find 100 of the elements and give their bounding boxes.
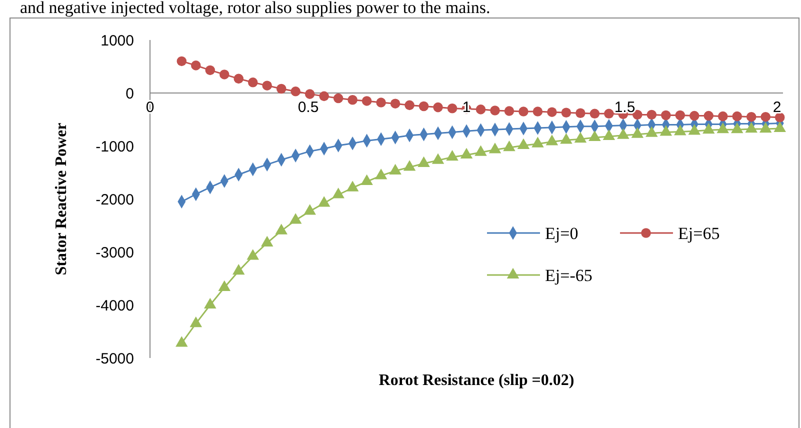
x-axis-title: Rorot Resistance (slip =0.02) xyxy=(378,372,574,389)
point xyxy=(318,196,330,207)
point xyxy=(432,153,444,164)
point xyxy=(576,108,586,118)
y-tick-label: -5000 xyxy=(96,350,134,368)
point xyxy=(333,93,344,104)
point xyxy=(532,106,543,116)
point xyxy=(675,110,686,120)
point xyxy=(304,204,316,215)
point xyxy=(590,108,600,119)
point xyxy=(759,122,772,133)
point xyxy=(646,110,657,120)
legend-label: Ej=-65 xyxy=(545,266,592,285)
point xyxy=(660,125,672,136)
point xyxy=(588,130,601,142)
point xyxy=(234,74,244,84)
point xyxy=(447,103,458,114)
point xyxy=(262,80,272,90)
point xyxy=(176,56,187,66)
point xyxy=(561,108,572,118)
point xyxy=(532,136,544,148)
point xyxy=(332,188,344,198)
point xyxy=(716,122,729,134)
legend-label: Ej=65 xyxy=(678,224,720,243)
y-tick-label: 1000 xyxy=(100,32,134,50)
y-tick-label: 0 xyxy=(126,85,134,102)
x-tick-label: 1.5 xyxy=(614,99,636,116)
x-tick-label: 0 xyxy=(146,99,154,116)
point xyxy=(276,84,286,94)
point xyxy=(517,138,530,150)
point xyxy=(503,140,516,152)
point xyxy=(546,134,558,146)
point xyxy=(632,110,642,120)
x-tick-label: 2 xyxy=(772,99,782,116)
x-tick-label: 1 xyxy=(462,99,471,116)
point xyxy=(674,124,686,136)
point xyxy=(260,236,274,247)
point xyxy=(746,112,756,122)
point xyxy=(560,133,572,144)
point xyxy=(490,106,500,116)
point xyxy=(204,298,216,309)
point xyxy=(289,213,302,224)
point xyxy=(774,112,785,122)
point xyxy=(346,180,359,192)
point xyxy=(304,89,315,99)
point xyxy=(774,121,786,132)
point xyxy=(360,174,373,186)
point xyxy=(474,145,487,156)
point xyxy=(488,142,502,154)
point xyxy=(745,122,758,133)
point xyxy=(460,148,473,159)
point xyxy=(574,132,587,143)
point xyxy=(732,111,742,122)
y-tick-label: -1000 xyxy=(96,138,134,156)
point xyxy=(604,108,614,119)
point xyxy=(275,224,288,234)
point xyxy=(390,98,400,108)
point xyxy=(547,107,557,117)
legend-label: Ej=0 xyxy=(545,224,578,243)
point xyxy=(718,111,728,122)
point xyxy=(704,110,714,121)
point xyxy=(176,336,188,347)
point xyxy=(348,95,358,105)
point xyxy=(374,168,388,180)
point xyxy=(218,280,231,292)
text: and negative injected voltage, rotor also supplies power to the mains. xyxy=(20,0,490,17)
point xyxy=(476,104,486,114)
point xyxy=(389,164,402,174)
point xyxy=(688,124,701,135)
point xyxy=(190,316,202,328)
point xyxy=(518,106,528,116)
point xyxy=(433,102,443,112)
point xyxy=(319,91,329,102)
point xyxy=(689,110,700,121)
point xyxy=(362,96,372,106)
point xyxy=(219,70,230,80)
point xyxy=(246,249,259,260)
point xyxy=(191,60,201,70)
point xyxy=(504,106,514,116)
y-tick-label: -4000 xyxy=(96,297,134,314)
point xyxy=(602,129,616,140)
point xyxy=(232,264,245,275)
point xyxy=(631,127,644,138)
point xyxy=(418,101,429,112)
point xyxy=(418,156,430,168)
point xyxy=(403,160,416,171)
point xyxy=(404,100,414,110)
y-tick-label: -3000 xyxy=(96,244,134,262)
y-axis-title: Stator Reactive Power xyxy=(53,122,70,276)
point xyxy=(661,110,671,120)
point xyxy=(617,128,630,139)
point xyxy=(730,122,744,134)
point xyxy=(248,78,258,88)
point xyxy=(290,86,300,96)
point xyxy=(446,150,458,161)
x-tick-label: 0.5 xyxy=(298,99,319,116)
point xyxy=(646,126,658,137)
point xyxy=(376,98,386,108)
point xyxy=(702,123,715,134)
point xyxy=(760,112,770,122)
